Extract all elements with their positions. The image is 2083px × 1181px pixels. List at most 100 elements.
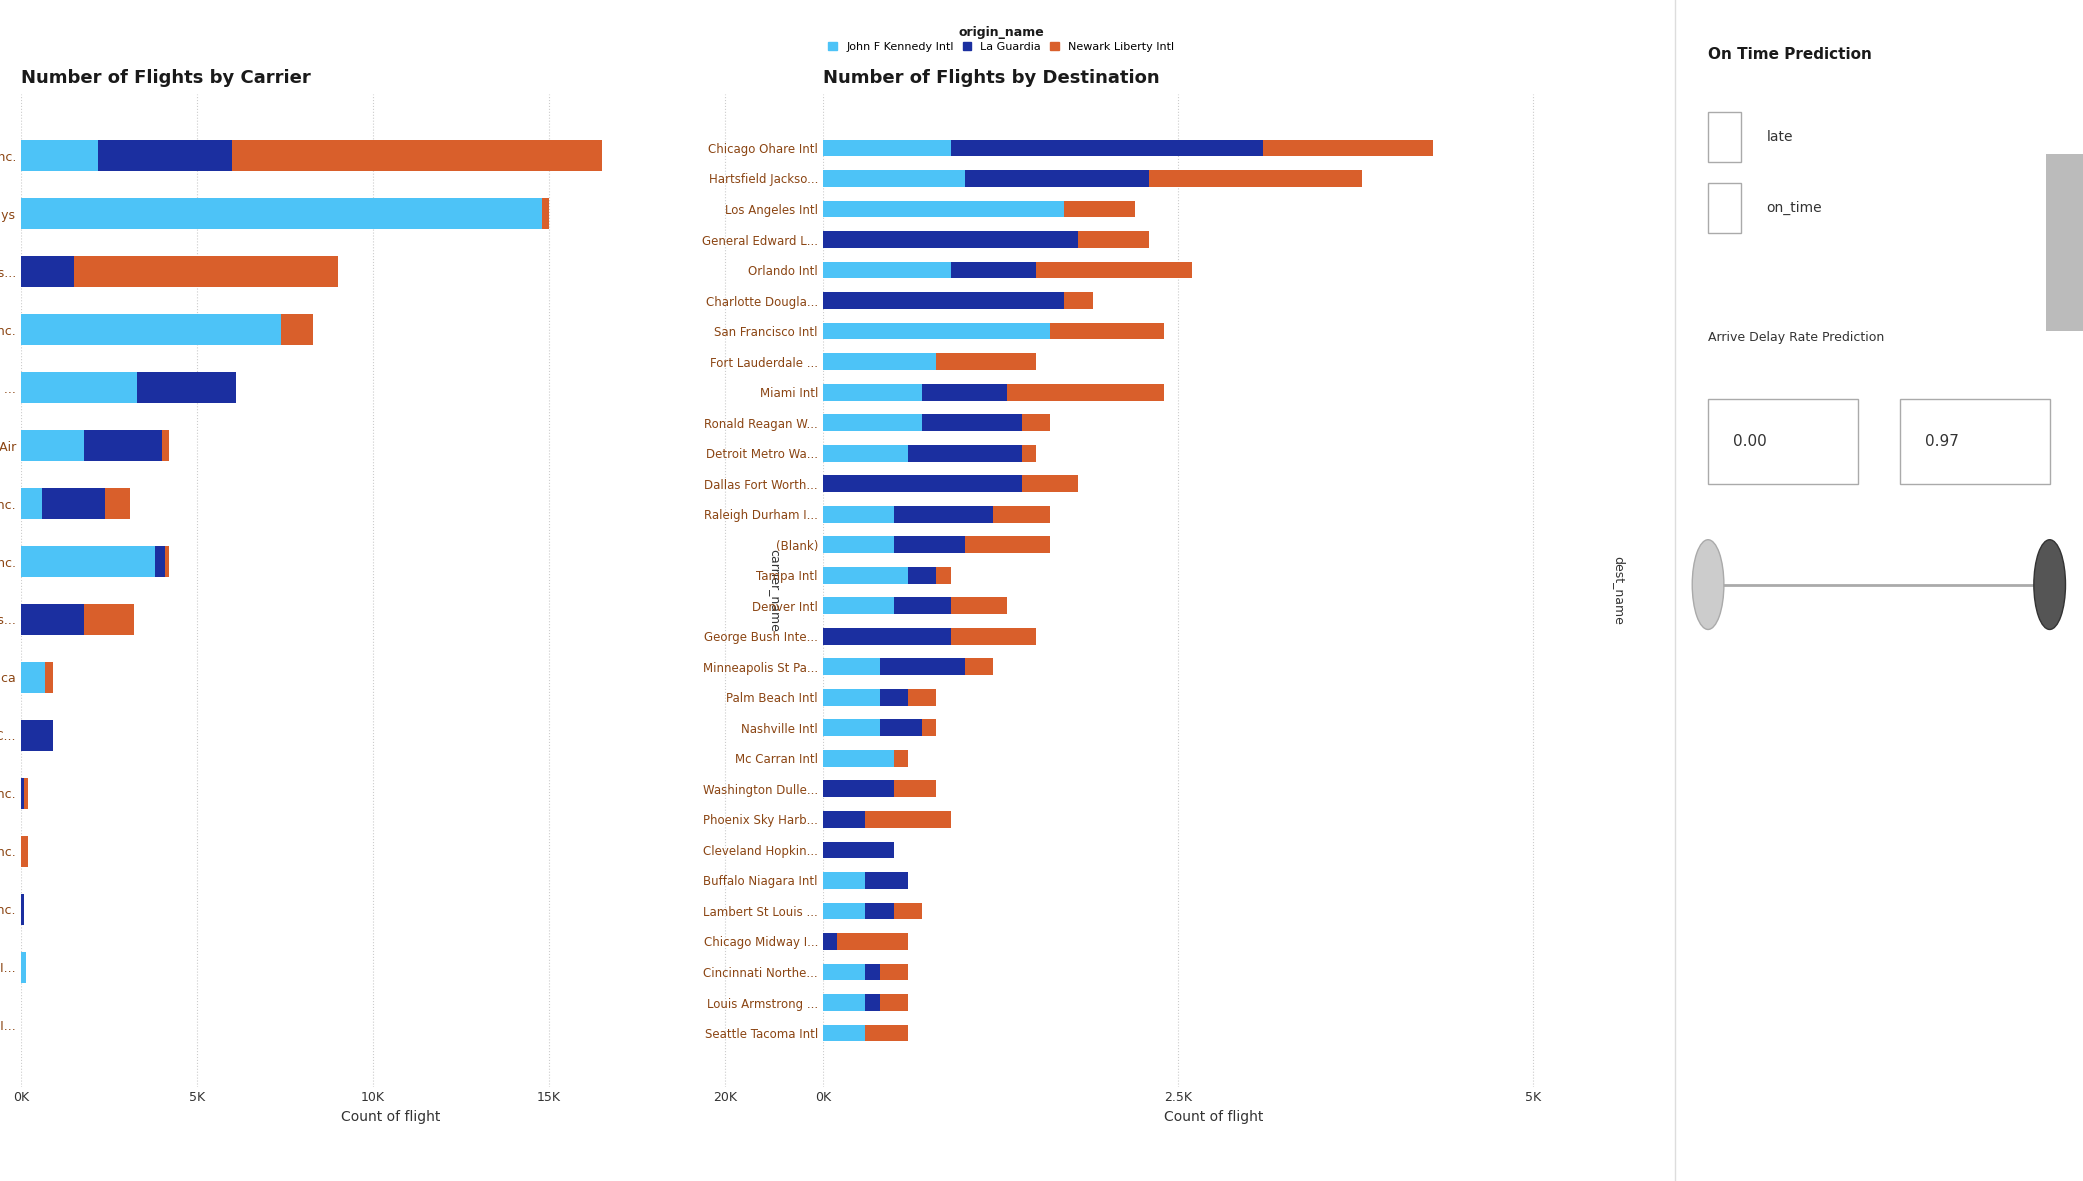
FancyBboxPatch shape <box>1708 112 1741 162</box>
Text: late: late <box>1766 130 1793 144</box>
Bar <box>165 546 169 578</box>
Bar <box>21 894 25 926</box>
Bar <box>823 902 864 919</box>
FancyBboxPatch shape <box>1708 399 1858 484</box>
Bar <box>83 430 162 462</box>
Bar <box>937 567 950 583</box>
Bar <box>894 781 937 797</box>
Bar <box>964 658 994 676</box>
Bar <box>823 842 894 859</box>
Bar <box>879 689 908 706</box>
Bar <box>21 777 25 809</box>
Bar <box>21 255 73 287</box>
Bar <box>864 902 894 919</box>
Bar <box>21 197 542 229</box>
Bar <box>823 994 864 1011</box>
Bar <box>823 201 1064 217</box>
Bar <box>950 628 1035 645</box>
Bar <box>908 567 937 583</box>
Bar <box>879 994 908 1011</box>
Bar <box>864 1025 908 1042</box>
Bar <box>879 658 964 676</box>
Bar <box>823 933 837 950</box>
Bar <box>281 314 312 346</box>
Circle shape <box>2033 540 2066 629</box>
Bar <box>21 372 137 404</box>
Bar <box>106 488 129 520</box>
Bar <box>823 811 864 828</box>
Bar <box>923 719 937 736</box>
X-axis label: Count of flight: Count of flight <box>342 1110 440 1124</box>
Bar <box>1035 262 1191 279</box>
FancyBboxPatch shape <box>1708 183 1741 233</box>
Circle shape <box>1691 540 1725 629</box>
Bar <box>879 719 923 736</box>
Text: Arrive Delay Rate Prediction: Arrive Delay Rate Prediction <box>1708 331 1885 344</box>
FancyBboxPatch shape <box>2046 154 2083 331</box>
Bar <box>154 546 165 578</box>
Bar <box>823 781 894 797</box>
Bar <box>823 964 864 980</box>
Bar <box>823 628 950 645</box>
Bar <box>73 255 337 287</box>
Bar <box>823 505 894 523</box>
Bar <box>1262 139 1433 156</box>
Bar <box>21 139 98 171</box>
Bar <box>823 598 894 614</box>
Bar <box>823 231 1079 248</box>
Bar <box>21 952 27 984</box>
Bar <box>1064 201 1135 217</box>
Bar <box>823 384 923 400</box>
Legend: John F Kennedy Intl, La Guardia, Newark Liberty Intl: John F Kennedy Intl, La Guardia, Newark … <box>829 26 1175 52</box>
Bar <box>823 292 1064 309</box>
Bar <box>879 964 908 980</box>
Bar <box>98 139 231 171</box>
Bar <box>542 197 550 229</box>
Bar <box>25 777 27 809</box>
Bar <box>21 546 154 578</box>
Bar <box>894 750 908 766</box>
Text: Number of Flights by Destination: Number of Flights by Destination <box>823 70 1160 87</box>
Bar <box>21 603 83 635</box>
Bar <box>864 964 879 980</box>
Bar <box>46 661 52 693</box>
Bar <box>864 994 879 1011</box>
Bar <box>823 445 908 462</box>
Bar <box>1064 292 1094 309</box>
Bar <box>894 505 994 523</box>
Bar <box>21 430 83 462</box>
Bar <box>21 488 42 520</box>
Bar <box>823 750 894 766</box>
Bar <box>864 811 950 828</box>
Bar <box>823 353 937 370</box>
Text: 0.00: 0.00 <box>1733 435 1766 449</box>
Bar <box>950 139 1262 156</box>
Bar <box>1150 170 1362 187</box>
Bar <box>823 872 864 889</box>
Bar <box>964 536 1050 553</box>
Bar <box>894 902 923 919</box>
Bar <box>823 719 879 736</box>
Y-axis label: dest_name: dest_name <box>1612 556 1625 625</box>
Bar <box>964 170 1150 187</box>
Bar <box>823 1025 864 1042</box>
Bar <box>994 505 1050 523</box>
Text: Number of Flights by Carrier: Number of Flights by Carrier <box>21 70 310 87</box>
Bar <box>950 598 1008 614</box>
Bar <box>823 567 908 583</box>
Bar <box>21 719 52 751</box>
Bar <box>1079 231 1150 248</box>
Bar <box>823 475 1021 492</box>
Bar <box>823 689 879 706</box>
Bar <box>1008 384 1164 400</box>
Bar <box>1050 322 1164 339</box>
Text: On Time Prediction: On Time Prediction <box>1708 47 1873 63</box>
Text: 0.97: 0.97 <box>1925 435 1958 449</box>
Bar <box>937 353 1035 370</box>
Bar <box>823 322 1050 339</box>
Bar <box>1021 445 1035 462</box>
Bar <box>894 598 950 614</box>
Bar <box>231 139 602 171</box>
Bar <box>1021 475 1079 492</box>
Bar <box>21 661 46 693</box>
